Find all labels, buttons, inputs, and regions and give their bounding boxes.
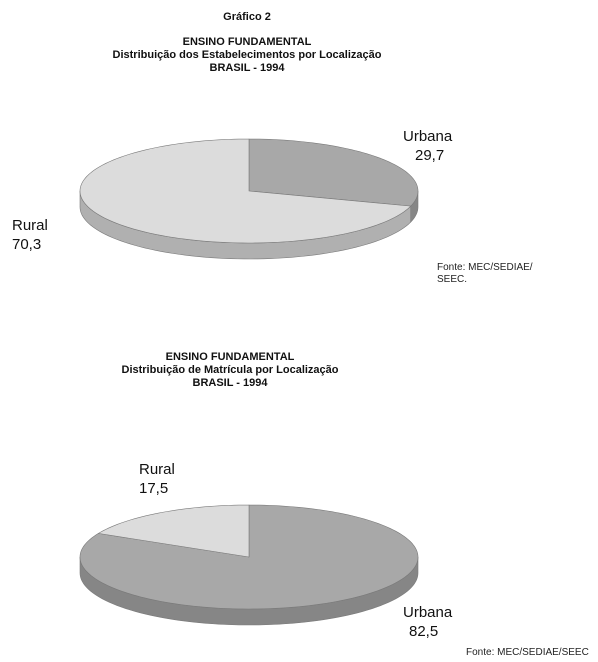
chart-1-title-line-1: ENSINO FUNDAMENTAL xyxy=(183,36,312,48)
chart-1-urbana-label: Urbana xyxy=(403,128,453,145)
pie-1-slice-rural xyxy=(79,138,411,244)
chart-2-urbana-label: Urbana xyxy=(403,604,453,621)
chart-establishments: ENSINO FUNDAMENTAL Distribuição dos Esta… xyxy=(12,36,533,285)
chart-1-rural-label: Rural xyxy=(12,217,48,234)
chart-2-urbana-value: 82,5 xyxy=(409,623,438,640)
pie-2-slice-rural xyxy=(98,504,250,558)
chart-2-title-line-1: ENSINO FUNDAMENTAL xyxy=(166,351,295,363)
chart-2-rural-label: Rural xyxy=(139,461,175,478)
chart-enrollment: ENSINO FUNDAMENTAL Distribuição de Matrí… xyxy=(79,351,589,658)
pie-establishments xyxy=(79,138,419,260)
chart-1-source-line-2: SEEC. xyxy=(437,274,467,285)
chart-1-title-line-3: BRASIL - 1994 xyxy=(210,62,286,74)
chart-2-title-line-2: Distribuição de Matrícula por Localizaçã… xyxy=(122,364,339,376)
pie-1-slice-urbana xyxy=(248,138,419,207)
chart-2-rural-value: 17,5 xyxy=(139,480,168,497)
chart-2-source-line-1: Fonte: MEC/SEDIAE/SEEC xyxy=(466,647,589,658)
chart-1-source-line-1: Fonte: MEC/SEDIAE/ xyxy=(437,262,533,273)
pie-enrollment xyxy=(79,504,419,626)
chart-1-rural-value: 70,3 xyxy=(12,236,41,253)
chart-1-urbana-value: 29,7 xyxy=(415,147,444,164)
figure-title: Gráfico 2 xyxy=(223,11,271,23)
chart-2-title-line-3: BRASIL - 1994 xyxy=(193,377,269,389)
chart-1-title-line-2: Distribuição dos Estabelecimentos por Lo… xyxy=(113,49,382,61)
